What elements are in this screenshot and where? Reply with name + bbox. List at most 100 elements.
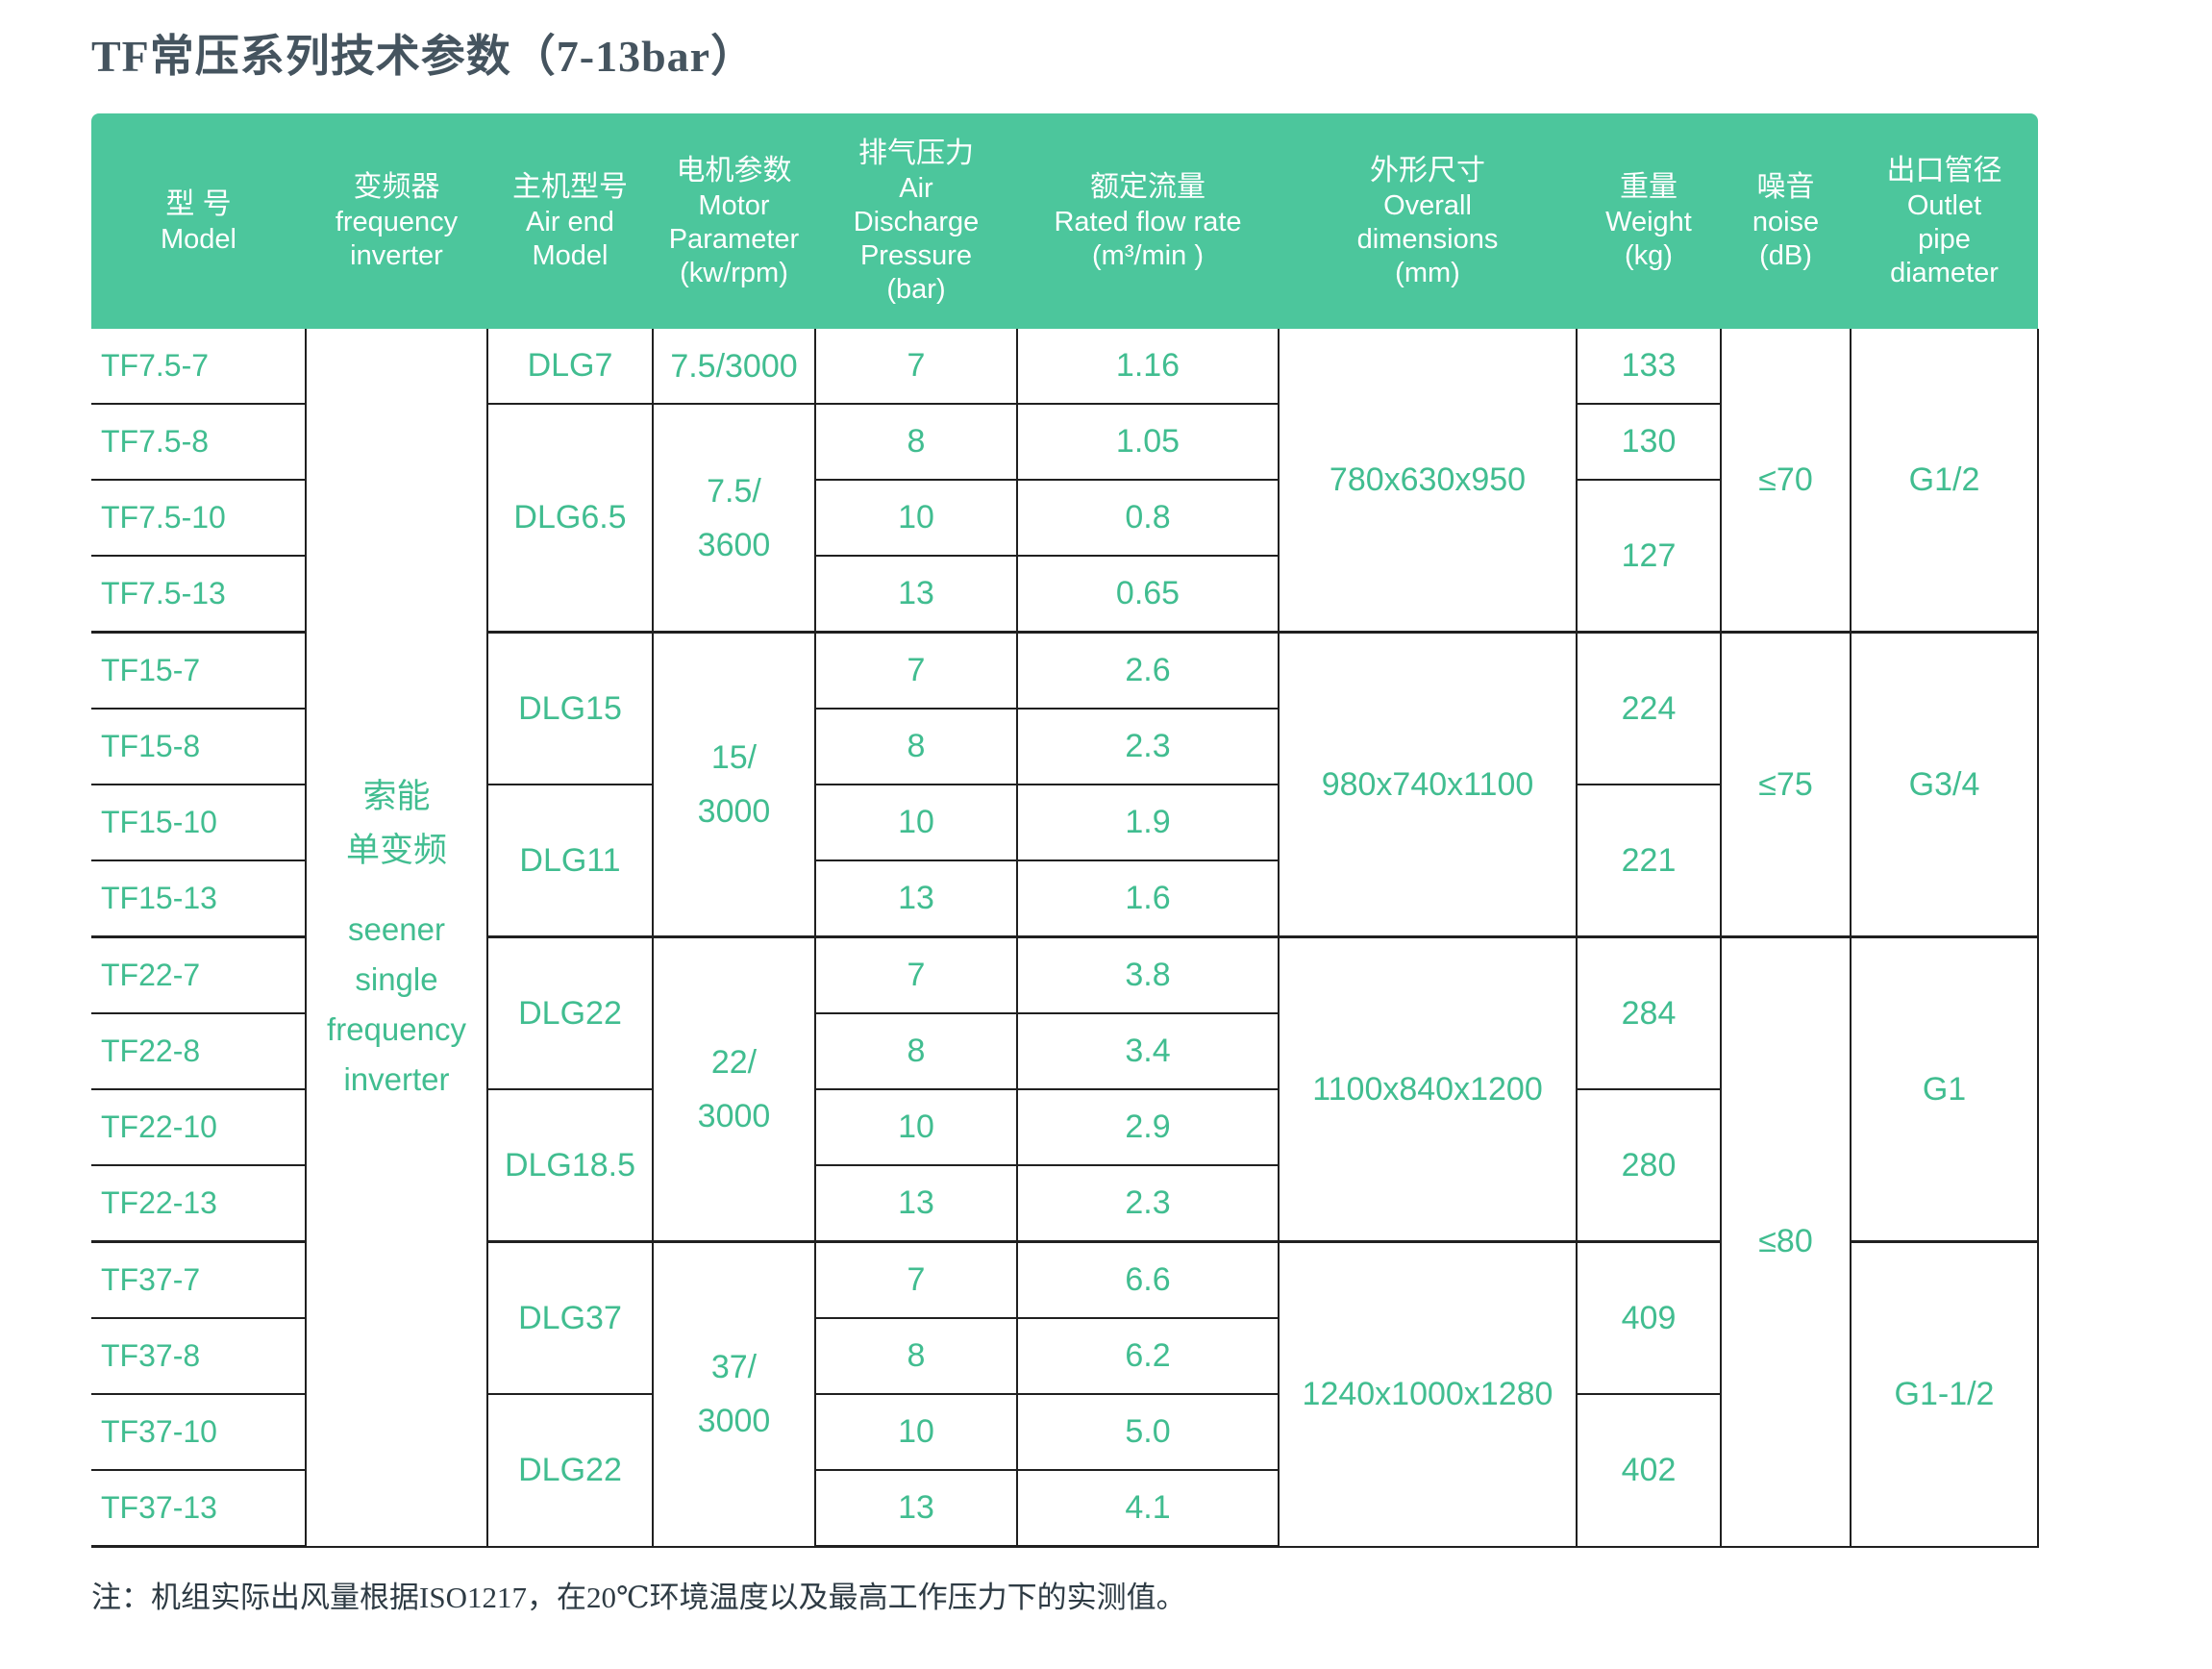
cell-noise: ≤70 [1720, 329, 1852, 634]
spec-table-header: 型 号 Model 变频器 frequency inverter 主机型号 Air end M… [91, 113, 2038, 329]
table-row: TF22-8 8 3.4 [91, 1012, 2038, 1090]
cell-outlet: G1/2 [1850, 329, 2039, 634]
cell-airend: DLG22 [486, 1393, 654, 1548]
cell-dims: 1100x840x1200 [1278, 935, 1578, 1243]
header-en-line: Model [532, 240, 609, 271]
cell-pressure: 10 [814, 1393, 1018, 1471]
cell-flow: 2.3 [1016, 708, 1280, 785]
header-en-line: Overall [1383, 189, 1472, 221]
cell-pressure: 7 [814, 329, 1018, 405]
cell-model: TF37-13 [91, 1469, 307, 1548]
cell-airend: DLG18.5 [486, 1088, 654, 1243]
cell-model: TF15-10 [91, 784, 307, 861]
cell-model: TF37-8 [91, 1317, 307, 1395]
inverter-zh-block: 索能 单变频 [307, 770, 486, 878]
motor-line: 3000 [697, 793, 771, 830]
cell-flow: 3.4 [1016, 1012, 1280, 1090]
cell-weight: 409 [1576, 1240, 1722, 1395]
header-en-line: noise [1752, 207, 1820, 237]
header-en-line: dimensions [1356, 223, 1499, 255]
cell-pressure: 8 [814, 708, 1018, 785]
col-header-pressure: 排气压力 Air Discharge Pressure (bar) [815, 113, 1017, 329]
header-zh-label: 主机型号 [512, 171, 628, 203]
table-row: TF22-10 DLG18.5 10 2.9 280 [91, 1088, 2038, 1243]
header-en-line: Parameter [668, 223, 800, 255]
cell-model: TF22-8 [91, 1012, 307, 1090]
cell-airend: DLG11 [486, 784, 654, 938]
header-en-line: (mm) [1395, 257, 1460, 288]
table-row: TF7.5-10 10 0.8 127 [91, 479, 2038, 634]
cell-motor: 7.5/3000 [652, 329, 816, 405]
header-zh-label: 额定流量 [1090, 171, 1205, 203]
col-header-outlet: 出口管径 Outlet pipe diameter [1851, 113, 2038, 329]
inverter-zh-line: 索能 [362, 777, 431, 815]
cell-weight: 284 [1576, 935, 1722, 1090]
cell-flow: 1.16 [1016, 329, 1280, 405]
cell-airend: DLG7 [486, 329, 654, 405]
cell-airend: DLG15 [486, 631, 654, 785]
cell-model: TF22-10 [91, 1088, 307, 1166]
cell-flow: 0.8 [1016, 479, 1280, 557]
cell-pressure: 13 [814, 1469, 1018, 1548]
header-en-line: (kw/rpm) [680, 257, 788, 288]
inverter-zh-line: 单变频 [345, 831, 447, 869]
cell-flow: 6.2 [1016, 1317, 1280, 1395]
cell-weight: 402 [1576, 1393, 1722, 1548]
cell-pressure: 10 [814, 784, 1018, 861]
cell-pressure: 13 [814, 555, 1018, 634]
header-en-line: (dB) [1759, 240, 1812, 271]
cell-model: TF37-7 [91, 1240, 307, 1319]
col-header-airend: 主机型号 Air end Model [487, 113, 653, 329]
cell-pressure: 7 [814, 935, 1018, 1014]
table-row: TF37-7 DLG37 37/3000 7 6.6 1240x1000x1280 409 G… [91, 1240, 2039, 1548]
cell-pressure: 10 [814, 479, 1018, 557]
header-en-line: Air [899, 173, 933, 204]
motor-line: 22/ [710, 1044, 758, 1081]
col-header-inverter: 变频器 frequency inverter [306, 113, 487, 329]
header-en-line: pipe [1918, 223, 1971, 255]
cell-pressure: 13 [814, 859, 1018, 938]
cell-model: TF7.5-10 [91, 479, 307, 557]
cell-model: TF22-13 [91, 1164, 307, 1243]
inverter-en-line: single [355, 960, 438, 997]
cell-pressure: 8 [814, 1317, 1018, 1395]
inverter-en-line: frequency [327, 1010, 466, 1047]
header-en-line: Motor [698, 189, 770, 221]
inverter-en-line: seener [348, 910, 445, 947]
table-row: TF37-10 DLG22 10 5.0 402 [91, 1393, 2038, 1548]
cell-flow: 2.9 [1016, 1088, 1280, 1166]
cell-weight: 224 [1576, 631, 1722, 785]
header-zh-label: 电机参数 [676, 154, 792, 187]
header-en-line: Model [161, 223, 236, 255]
motor-line: 7.5/3000 [670, 347, 798, 385]
col-header-weight: 重量 Weight (kg) [1577, 113, 1721, 329]
header-en-line: frequency [335, 207, 459, 237]
table-row: TF7.5-8 DLG6.5 7.5/3600 8 1.05 130 [91, 403, 2038, 634]
cell-flow: 1.05 [1016, 403, 1280, 481]
cell-pressure: 10 [814, 1088, 1018, 1166]
header-en-line: Rated flow rate [1054, 207, 1242, 237]
cell-flow: 1.9 [1016, 784, 1280, 861]
header-en-line: diameter [1890, 257, 1999, 288]
cell-model: TF7.5-13 [91, 555, 307, 634]
cell-pressure: 8 [814, 1012, 1018, 1090]
header-en-line: Air end [526, 207, 614, 237]
cell-pressure: 7 [814, 631, 1018, 710]
cell-model: TF15-8 [91, 708, 307, 785]
cell-weight: 133 [1576, 329, 1722, 405]
table-row: TF22-7 DLG22 22/3000 7 3.8 1100x840x1200 284 ≤8… [91, 935, 2039, 1548]
cell-airend: DLG37 [486, 1240, 654, 1395]
cell-dims: 780x630x950 [1278, 329, 1578, 634]
cell-model: TF7.5-7 [91, 329, 307, 405]
inverter-cell: 索能 单变频 seener single frequency inverter [305, 329, 488, 1548]
cell-motor: 15/3000 [652, 631, 816, 938]
header-zh-label: 型 号 [165, 187, 232, 220]
header-zh-label: 出口管径 [1886, 154, 2002, 187]
cell-motor: 22/3000 [652, 935, 816, 1243]
page-title: TF常压系列技术参数（7-13bar） [91, 32, 757, 81]
cell-flow: 2.3 [1016, 1164, 1280, 1243]
table-row: TF22-13 13 2.3 [91, 1164, 2038, 1243]
header-zh-label: 噪音 [1756, 171, 1815, 203]
header-en-line: Outlet [1906, 189, 1982, 221]
cell-noise: ≤75 [1720, 631, 1852, 938]
